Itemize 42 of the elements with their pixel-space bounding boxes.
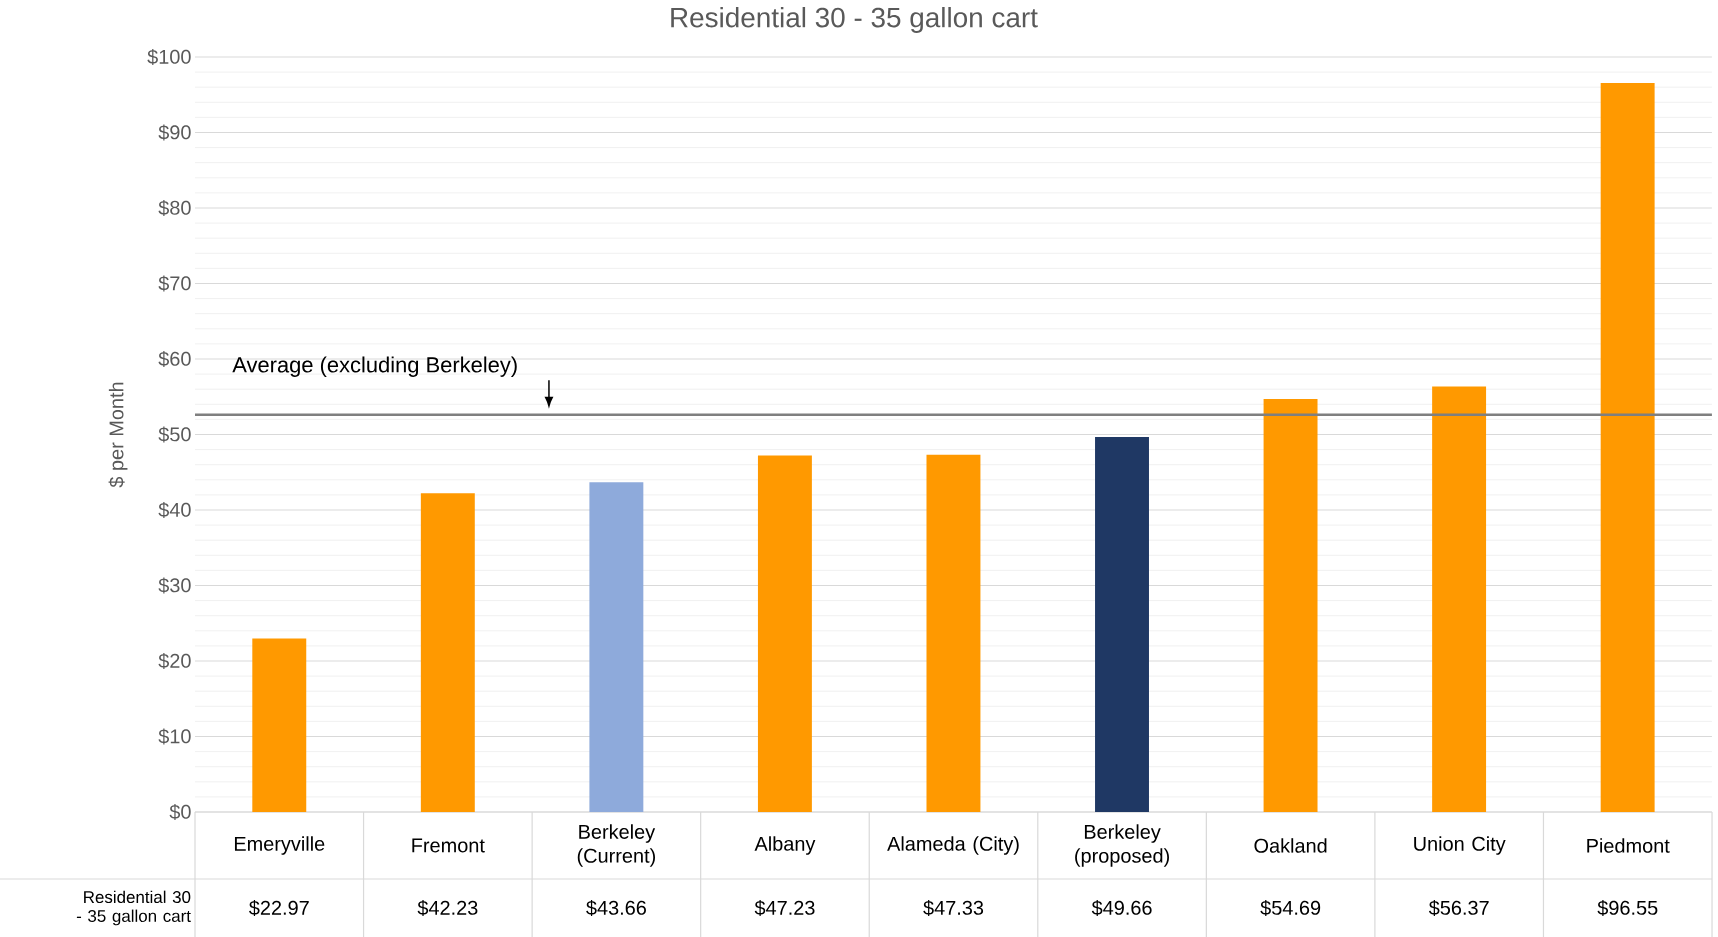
text: $43.66 (586, 899, 646, 917)
ref-line-label: Average (excluding Berkeley) (232, 356, 517, 377)
y-tick-label: $90 (158, 124, 191, 141)
y-tick-label: $50 (158, 426, 191, 443)
y-tick-label: $30 (158, 577, 191, 594)
bar (757, 455, 812, 812)
text: Residential 30 - 35 gallon cart (76, 890, 191, 926)
bar (420, 493, 475, 812)
x-tick-label: Berkeley (Current) (577, 824, 656, 867)
x-tick-label: Union City (1414, 836, 1506, 855)
y-tick-label: $60 (158, 350, 191, 368)
y-tick-label: $80 (158, 199, 191, 217)
text: $54.69 (1260, 899, 1321, 917)
x-tick-label: Alameda (City) (887, 836, 1019, 855)
y-tick-label: $10 (158, 728, 191, 745)
text: $42.23 (417, 899, 478, 917)
x-tick-label: Albany (754, 836, 816, 855)
bar (926, 454, 981, 812)
text: $56.37 (1428, 899, 1489, 917)
y-tick-label: $70 (158, 275, 191, 292)
chart-title: Residential 30 - 35 gallon cart (671, 7, 1038, 33)
bar (589, 482, 644, 812)
bar (1600, 83, 1655, 812)
x-tick-label: Berkeley (proposed) (1075, 824, 1169, 867)
y-tick-label: $0 (169, 803, 191, 821)
x-tick-label: Emeryville (234, 836, 325, 855)
x-tick-label: Fremont (412, 838, 485, 853)
text: $47.23 (754, 899, 815, 917)
text: $96.55 (1597, 899, 1658, 917)
y-tick-label: $20 (158, 652, 191, 670)
bar (252, 638, 307, 812)
x-tick-label: Oakland (1254, 838, 1327, 853)
x-tick-label: Piedmont (1587, 838, 1670, 853)
bar (1095, 437, 1149, 812)
text: $22.97 (249, 899, 309, 917)
bar (1432, 386, 1487, 812)
y-tick-label: $100 (147, 48, 191, 66)
text: $47.33 (923, 899, 984, 917)
text: $49.66 (1091, 899, 1152, 917)
bar (1263, 399, 1318, 812)
y-tick-label: $40 (158, 501, 191, 519)
y-axis-title: $ per Month (108, 382, 128, 488)
